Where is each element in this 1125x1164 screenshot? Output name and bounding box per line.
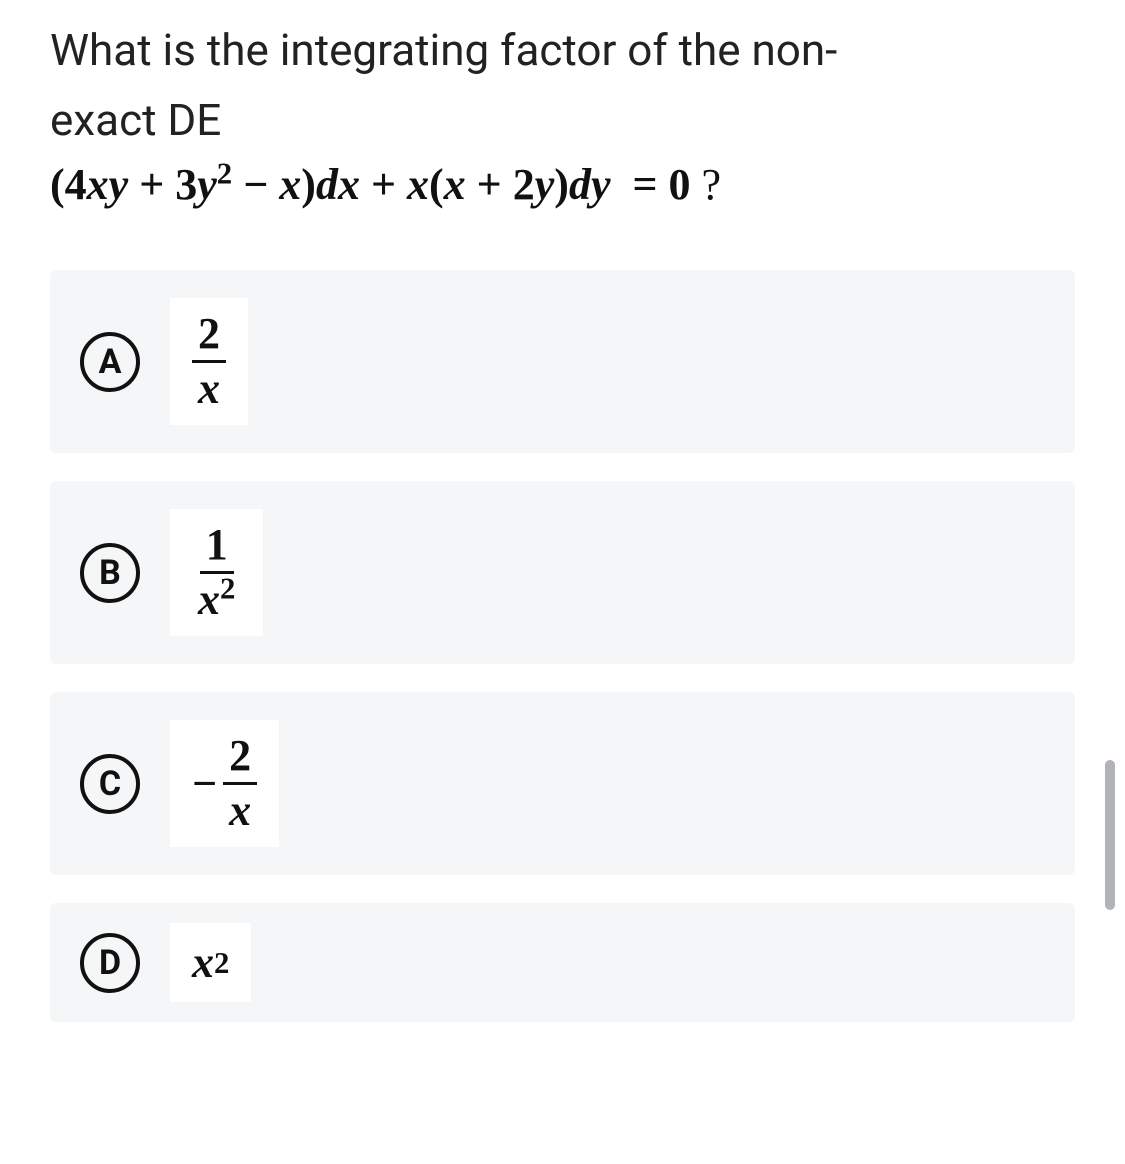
option-d-letter: D	[80, 933, 140, 993]
option-c[interactable]: C −2x	[50, 692, 1075, 875]
option-c-content: −2x	[170, 720, 279, 847]
option-c-letter: C	[80, 754, 140, 814]
scroll-indicator[interactable]	[1105, 760, 1115, 910]
option-a-content: 2x	[170, 298, 248, 425]
option-d-content: x2	[170, 923, 251, 1002]
question-line-1: What is the integrating factor of the no…	[50, 20, 1075, 82]
option-a-letter: A	[80, 332, 140, 392]
option-b-content: 1x2	[170, 509, 263, 636]
question-equation: (4xy + 3y2 − x)dx + x(x + 2y)dy = 0 ?	[50, 159, 1075, 210]
option-b[interactable]: B 1x2	[50, 481, 1075, 664]
option-b-letter: B	[80, 543, 140, 603]
option-a[interactable]: A 2x	[50, 270, 1075, 453]
options-list: A 2x B 1x2 C −2x D x2	[50, 270, 1075, 1022]
option-d[interactable]: D x2	[50, 903, 1075, 1022]
question-line-2: exact DE	[50, 90, 1075, 152]
